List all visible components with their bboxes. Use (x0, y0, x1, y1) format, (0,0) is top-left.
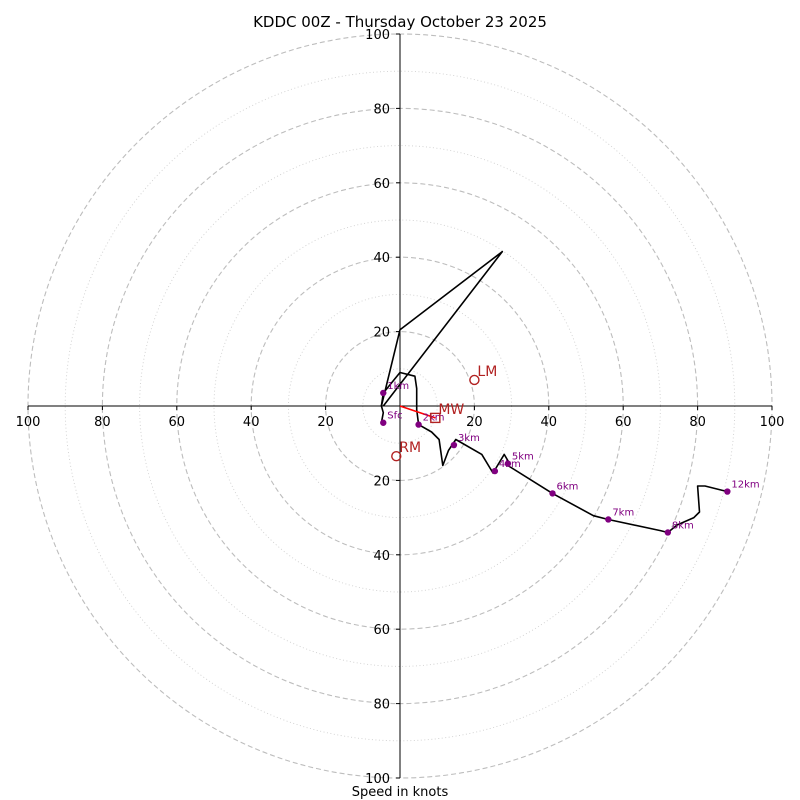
storm-motion-markers: LM RM MW (391, 364, 497, 462)
height-marker-point (380, 419, 387, 426)
hodograph-trace (380, 371, 728, 534)
x-axis-label: Speed in knots (352, 785, 449, 800)
storm-motion-label: MW (438, 402, 464, 418)
height-marker-point (504, 460, 512, 467)
x-tick-label: 40 (243, 415, 260, 430)
storm-motion-marker (430, 412, 441, 424)
height-marker-point (724, 488, 731, 495)
y-tick-label: 40 (373, 549, 390, 564)
y-tick-label: 20 (373, 326, 390, 341)
y-tick-label: 80 (373, 698, 390, 713)
height-marker-point (664, 529, 672, 536)
height-marker-point (415, 421, 422, 428)
height-marker-label: 12km (731, 480, 759, 491)
y-tick-label: 80 (373, 102, 390, 117)
height-marker-point (605, 516, 612, 523)
height-marker-label: 1km (387, 381, 409, 392)
y-tick-label: 40 (373, 251, 390, 266)
hodograph-traces (380, 250, 728, 534)
storm-motion-marker (391, 451, 402, 462)
storm-motion-label: LM (477, 364, 497, 380)
y-tick-label: 60 (373, 177, 390, 192)
x-tick-label: 60 (169, 415, 186, 430)
y-tick-label: 60 (373, 623, 390, 638)
height-marker-point (491, 467, 499, 475)
height-marker-point (549, 490, 556, 497)
height-marker-point (450, 441, 458, 449)
height-marker-label: 8km (672, 520, 694, 531)
height-marker-label: 5km (512, 452, 534, 463)
mean-wind-line (399, 405, 436, 419)
height-marker-label: 7km (612, 507, 634, 518)
x-tick-label: 20 (317, 415, 334, 430)
height-marker-label: Sfc (387, 411, 402, 422)
y-tick-label: 100 (365, 28, 390, 43)
x-tick-label: 60 (615, 415, 632, 430)
height-marker-label: 3km (458, 433, 480, 444)
x-tick-label: 100 (16, 415, 41, 430)
x-tick-label: 80 (94, 415, 111, 430)
y-tick-label: 20 (373, 474, 390, 489)
tick-labels: 100 80 60 40 20 20 40 60 80 100 100 80 60 40 20 20 40 60 8… (16, 28, 785, 787)
height-marker-label: 6km (557, 481, 579, 492)
chart-title: KDDC 00Z - Thursday October 23 2025 (253, 13, 547, 31)
y-tick-label: 100 (365, 772, 390, 787)
x-tick-label: 20 (466, 415, 483, 430)
x-tick-label: 100 (760, 415, 785, 430)
height-marker-label: 2km (423, 413, 445, 424)
x-tick-label: 80 (689, 415, 706, 430)
storm-motion-marker (469, 374, 480, 386)
height-marker-point (380, 389, 387, 397)
storm-motion-label: RM (399, 440, 421, 456)
hodograph-spike-trace (380, 250, 504, 407)
x-tick-label: 40 (541, 415, 558, 430)
height-markers: Sfc1km2km3km4km5km6km7km8km12km (380, 381, 760, 536)
